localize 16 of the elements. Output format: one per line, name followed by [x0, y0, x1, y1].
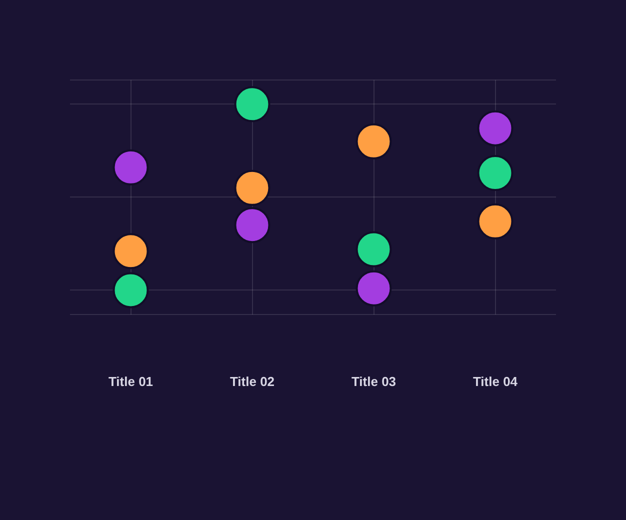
point — [234, 170, 270, 206]
point — [477, 155, 514, 192]
x-tick-label: Title 02 — [230, 374, 275, 389]
point — [234, 86, 270, 122]
point — [234, 207, 270, 244]
point — [477, 110, 514, 146]
point — [356, 270, 392, 306]
point — [112, 233, 149, 270]
point — [356, 231, 392, 268]
point — [112, 272, 149, 308]
x-tick-label: Title 01 — [108, 374, 154, 389]
point — [112, 149, 149, 186]
x-tick-label: Title 04 — [472, 374, 518, 389]
point — [477, 203, 514, 240]
x-tick-label: Title 03 — [351, 374, 396, 389]
point — [356, 123, 392, 160]
